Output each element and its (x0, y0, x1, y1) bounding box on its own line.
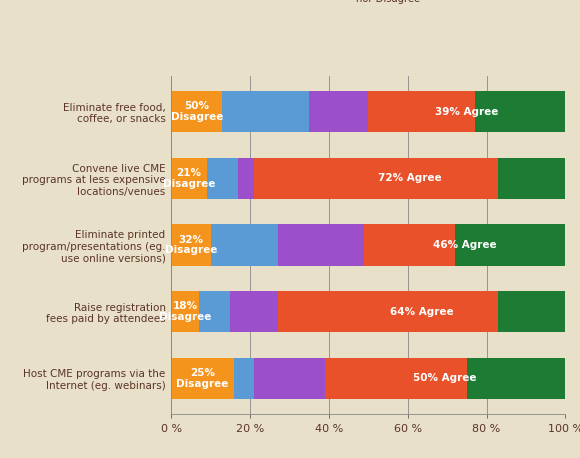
Text: 32%
Disagree: 32% Disagree (165, 234, 217, 256)
Bar (171, 91, 222, 132)
Text: 25%
Disagree: 25% Disagree (176, 368, 229, 389)
Text: 39% Agree: 39% Agree (435, 107, 499, 117)
Bar (455, 224, 566, 266)
Text: 46% Agree: 46% Agree (433, 240, 496, 250)
Bar (171, 358, 234, 399)
Bar (475, 91, 566, 132)
Bar (238, 158, 254, 199)
Bar (199, 291, 230, 333)
Bar (325, 358, 467, 399)
Bar (364, 224, 455, 266)
Bar (498, 291, 566, 333)
Bar (171, 158, 206, 199)
Bar (171, 291, 199, 333)
Text: 21%
Disagree: 21% Disagree (162, 168, 215, 189)
Bar (309, 91, 368, 132)
Text: 64% Agree: 64% Agree (390, 307, 454, 317)
Legend: Strongly Disagree, Disagree Somewhat, Neither Agree
nor Disagree, Agree Somewhat: Strongly Disagree, Disagree Somewhat, Ne… (109, 0, 580, 9)
Bar (222, 91, 309, 132)
Bar (171, 224, 211, 266)
Bar (467, 358, 566, 399)
Text: 18%
Disagree: 18% Disagree (159, 301, 211, 322)
Bar (206, 158, 238, 199)
Text: 72% Agree: 72% Agree (378, 173, 441, 183)
Text: 50%
Disagree: 50% Disagree (171, 101, 223, 122)
Bar (254, 358, 325, 399)
Bar (230, 291, 278, 333)
Bar (368, 91, 475, 132)
Bar (278, 224, 364, 266)
Bar (278, 291, 498, 333)
Bar (498, 158, 566, 199)
Bar (211, 224, 278, 266)
Bar (254, 158, 498, 199)
Bar (234, 358, 254, 399)
Text: 50% Agree: 50% Agree (414, 373, 477, 383)
